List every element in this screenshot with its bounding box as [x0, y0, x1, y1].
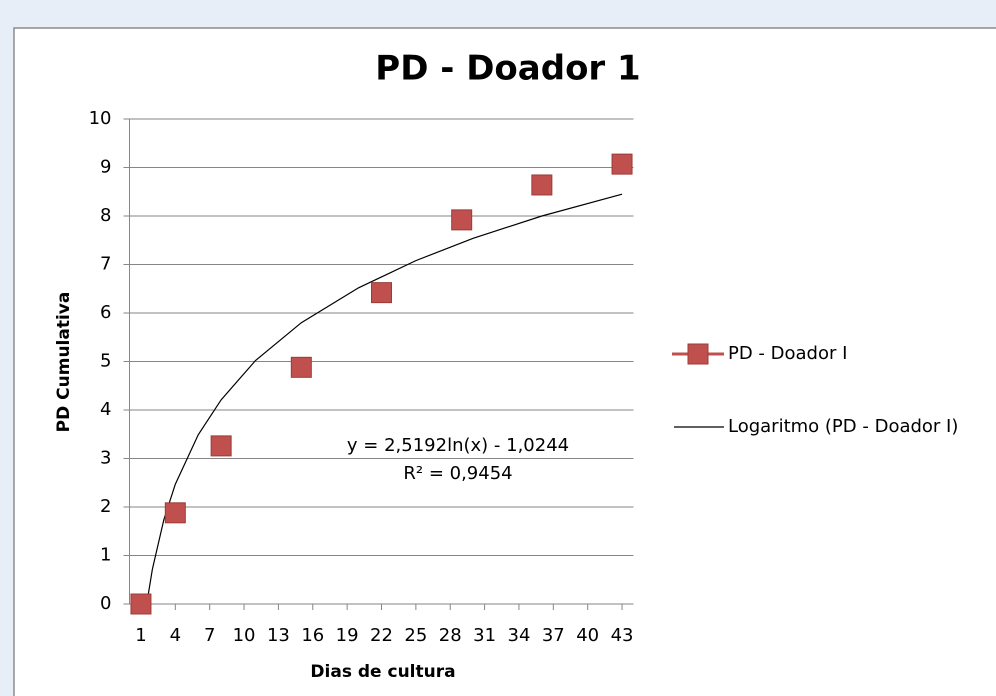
y-tick-label: 2 — [100, 496, 111, 517]
y-axis-title: PD Cumulativa — [54, 292, 74, 433]
y-tick-label: 1 — [100, 545, 111, 566]
y-tick-label: 5 — [100, 351, 111, 372]
y-tick-label: 9 — [100, 157, 111, 178]
y-tick-label: 6 — [100, 302, 111, 323]
y-tick-label: 10 — [89, 108, 112, 129]
y-tick-label: 7 — [100, 254, 111, 275]
marker — [164, 502, 186, 524]
x-tick-label: 34 — [508, 625, 531, 646]
legend-keys — [672, 343, 724, 428]
x-tick-label: 31 — [473, 625, 496, 646]
marker — [130, 593, 152, 615]
r-squared: R² = 0,9454 — [403, 463, 512, 484]
x-tick-label: 37 — [542, 625, 565, 646]
marker — [210, 435, 232, 457]
x-tick-label: 10 — [233, 625, 256, 646]
y-tick-label: 0 — [100, 593, 111, 614]
x-tick-label: 25 — [404, 625, 427, 646]
x-tick-label: 13 — [267, 625, 290, 646]
x-tick-label: 16 — [301, 625, 324, 646]
y-tick-label: 8 — [100, 205, 111, 226]
marker — [371, 282, 392, 304]
equation: y = 2,5192ln(x) - 1,0244 — [347, 435, 569, 456]
marker — [611, 153, 633, 175]
legend-label: PD - Doador I — [728, 343, 848, 364]
chart-title: PD - Doador 1 — [375, 49, 640, 89]
x-tick-label: 40 — [576, 625, 599, 646]
x-axis-title: Dias de cultura — [310, 662, 455, 682]
legend-marker — [687, 343, 709, 365]
x-tick-label: 1 — [135, 625, 146, 646]
trendline — [146, 193, 623, 605]
x-tick-label: 28 — [439, 625, 462, 646]
legend-label: Logaritmo (PD - Doador I) — [728, 416, 959, 437]
marker — [290, 356, 312, 378]
x-tick-label: 7 — [204, 625, 215, 646]
marker — [531, 174, 553, 196]
y-tick-label: 3 — [100, 448, 111, 469]
x-tick-label: 22 — [370, 625, 393, 646]
x-tick-label: 43 — [611, 625, 634, 646]
x-tick-label: 19 — [336, 625, 359, 646]
y-tick-label: 4 — [100, 399, 111, 420]
x-tick-label: 4 — [170, 625, 181, 646]
marker — [451, 209, 473, 231]
